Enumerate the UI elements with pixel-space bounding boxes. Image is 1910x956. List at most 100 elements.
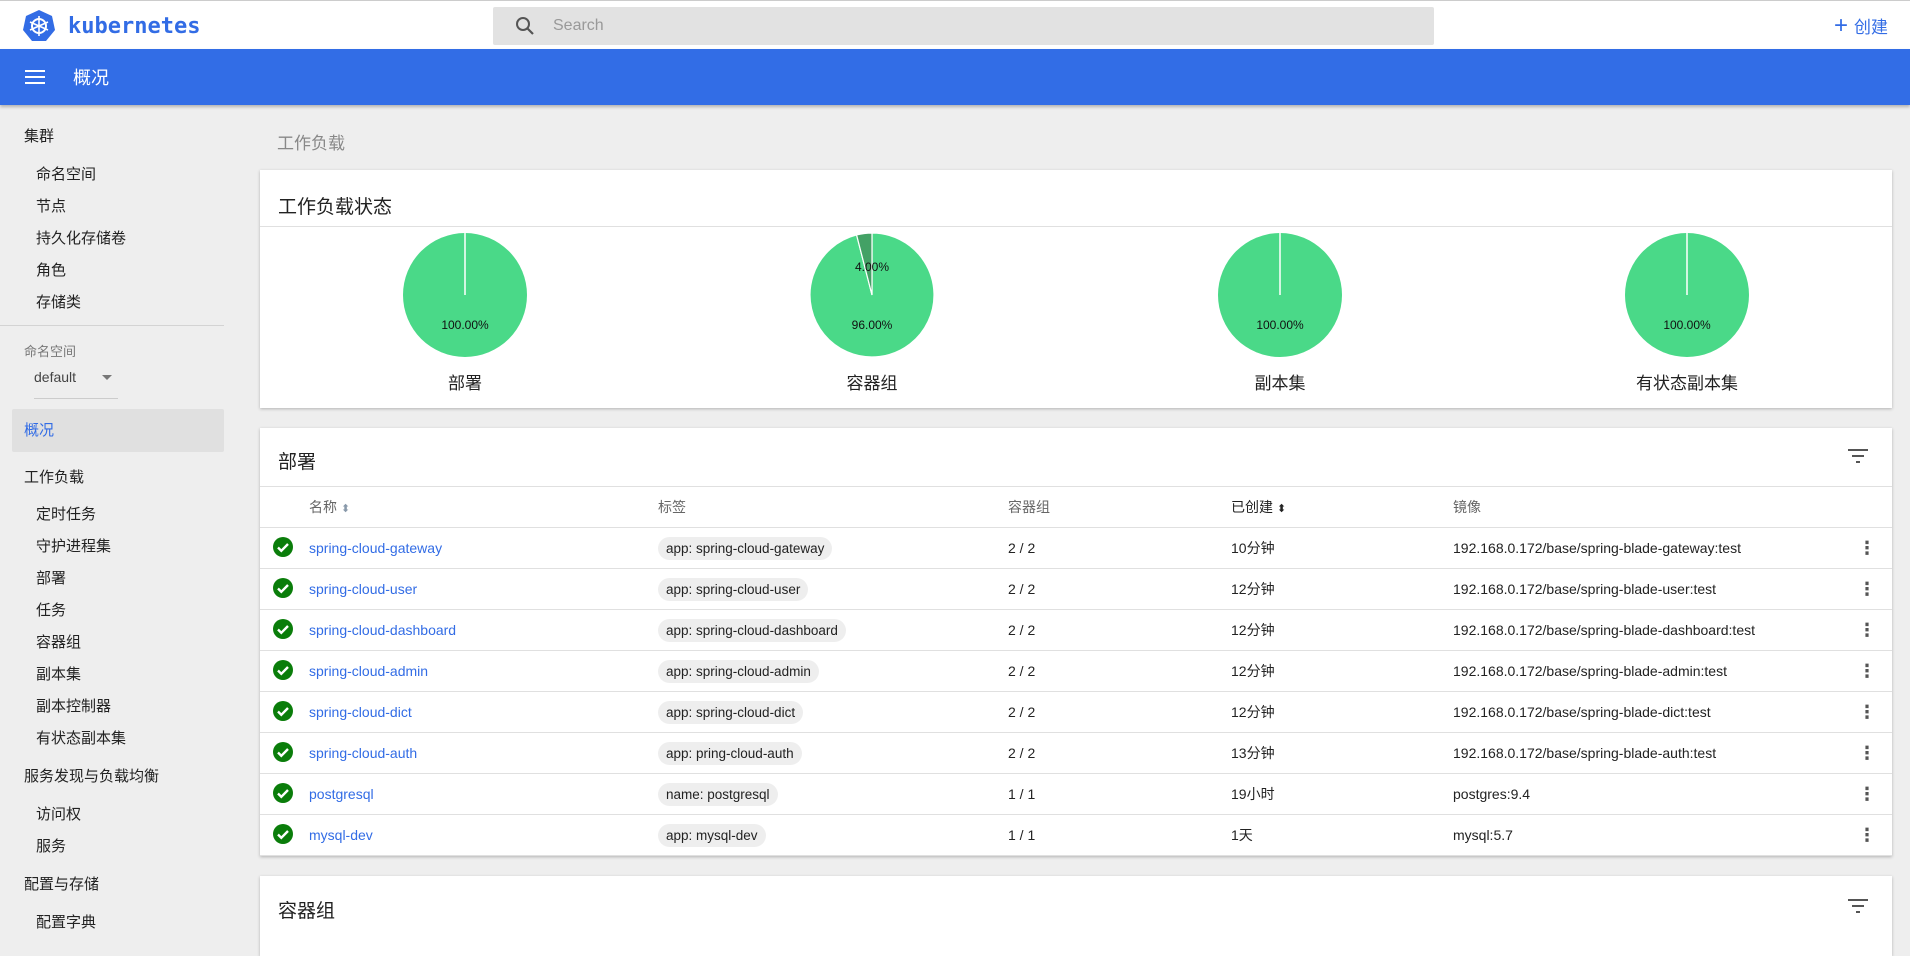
sidebar-item-cron-jobs[interactable]: 定时任务 xyxy=(36,506,97,523)
filter-icon[interactable] xyxy=(1848,448,1868,464)
image: 192.168.0.172/base/spring-blade-dashboar… xyxy=(1453,609,1842,651)
table-row[interactable]: spring-cloud-auth app: pring-cloud-auth … xyxy=(260,732,1892,774)
sidebar-section-cluster[interactable]: 集群 xyxy=(24,128,55,145)
created-age: 12分钟 xyxy=(1231,568,1453,610)
search-icon xyxy=(516,17,534,35)
namespace-select[interactable]: default xyxy=(34,369,118,399)
sort-icon[interactable]: ⬍ xyxy=(1276,503,1287,515)
sidebar-item-stateful-sets[interactable]: 有状态副本集 xyxy=(36,730,127,747)
column-created[interactable]: 已创建 ⬍ xyxy=(1231,486,1453,528)
table-row[interactable]: spring-cloud-gateway app: spring-cloud-g… xyxy=(260,527,1892,569)
kubernetes-logo[interactable]: kubernetes xyxy=(22,9,200,43)
create-button[interactable]: + 创建 xyxy=(1834,13,1888,38)
sidebar: 集群 命名空间 节点 持久化存储卷 角色 存储类 命名空间 default 概况… xyxy=(0,105,230,931)
breadcrumb[interactable]: 工作负载 xyxy=(277,134,345,153)
more-vert-icon[interactable]: ⋮ xyxy=(1842,568,1892,610)
workload-status-card: 工作负载状态 100.00% 部署 96.00% 4.00% 容器组 100.00% 副本集… xyxy=(260,170,1892,408)
sidebar-item-ingresses[interactable]: 访问权 xyxy=(36,806,82,823)
image: postgres:9.4 xyxy=(1453,773,1842,815)
pie-chart: 96.00% 4.00% 容器组 xyxy=(772,232,972,394)
deployment-name-link[interactable]: spring-cloud-admin xyxy=(309,663,429,679)
check-circle-icon xyxy=(273,823,293,844)
pie-slice[interactable] xyxy=(855,232,873,296)
search-bar[interactable] xyxy=(493,7,1434,45)
sidebar-item-replication-controllers[interactable]: 副本控制器 xyxy=(36,698,112,715)
pie-label: 部署 xyxy=(448,374,482,393)
pie-chart: 100.00% 副本集 xyxy=(1180,232,1380,394)
image: 192.168.0.172/base/spring-blade-dict:tes… xyxy=(1453,691,1842,733)
deployment-name-link[interactable]: mysql-dev xyxy=(309,827,373,843)
sidebar-item-config-maps[interactable]: 配置字典 xyxy=(36,914,97,931)
sidebar-item-pods[interactable]: 容器组 xyxy=(36,634,82,651)
image: 192.168.0.172/base/spring-blade-admin:te… xyxy=(1453,650,1842,692)
label-chip: app: pring-cloud-auth xyxy=(658,742,802,765)
pods-count: 2 / 2 xyxy=(1008,568,1231,610)
image: mysql:5.7 xyxy=(1453,814,1842,856)
table-row[interactable]: spring-cloud-admin app: spring-cloud-adm… xyxy=(260,650,1892,692)
pods-count: 2 / 2 xyxy=(1008,691,1231,733)
menu-icon[interactable] xyxy=(25,69,45,85)
deployment-name-link[interactable]: postgresql xyxy=(309,786,374,802)
sidebar-item-persistent-volumes[interactable]: 持久化存储卷 xyxy=(36,230,127,247)
sort-icon[interactable]: ⬍ xyxy=(340,503,351,515)
sidebar-item-nodes[interactable]: 节点 xyxy=(36,198,67,215)
more-vert-icon[interactable]: ⋮ xyxy=(1842,691,1892,733)
sidebar-item-replica-sets[interactable]: 副本集 xyxy=(36,666,82,683)
more-vert-icon[interactable]: ⋮ xyxy=(1842,609,1892,651)
pods-card: 容器组 xyxy=(260,876,1892,956)
label-chip: name: postgresql xyxy=(658,783,778,806)
table-row[interactable]: spring-cloud-dashboard app: spring-cloud… xyxy=(260,609,1892,651)
deployment-name-link[interactable]: spring-cloud-dashboard xyxy=(309,622,457,638)
pie-label: 副本集 xyxy=(1254,374,1306,393)
sidebar-item-overview[interactable]: 概况 xyxy=(12,409,224,452)
table-row[interactable]: mysql-dev app: mysql-dev 1 / 1 1天 mysql:… xyxy=(260,814,1892,856)
top-header: kubernetes + 创建 xyxy=(0,0,1910,49)
sidebar-item-deployments[interactable]: 部署 xyxy=(36,570,67,587)
more-vert-icon[interactable]: ⋮ xyxy=(1842,773,1892,815)
sidebar-item-storage-classes[interactable]: 存储类 xyxy=(36,294,82,311)
deployment-name-link[interactable]: spring-cloud-gateway xyxy=(309,540,443,556)
deployment-name-link[interactable]: spring-cloud-user xyxy=(309,581,418,597)
more-vert-icon[interactable]: ⋮ xyxy=(1842,650,1892,692)
sidebar-section-discovery[interactable]: 服务发现与负载均衡 xyxy=(24,768,160,785)
sidebar-section-workloads[interactable]: 工作负载 xyxy=(24,469,85,486)
sidebar-item-services[interactable]: 服务 xyxy=(36,838,67,855)
more-vert-icon[interactable]: ⋮ xyxy=(1842,814,1892,856)
column-name[interactable]: 名称 ⬍ xyxy=(309,486,658,528)
filter-icon[interactable] xyxy=(1848,898,1868,914)
deployments-card: 部署 名称 ⬍ 标签 容器组 已创建 ⬍ 镜像 spring-cloud-gat… xyxy=(260,428,1892,856)
pods-count: 2 / 2 xyxy=(1008,650,1231,692)
pie-chart: 100.00% 有状态副本集 xyxy=(1587,232,1787,394)
pie-slice-label: 100.00% xyxy=(1663,318,1711,332)
created-age: 1天 xyxy=(1231,814,1453,856)
sidebar-item-daemon-sets[interactable]: 守护进程集 xyxy=(36,538,112,555)
deployment-name-link[interactable]: spring-cloud-auth xyxy=(309,745,418,761)
check-circle-icon xyxy=(273,659,293,680)
card-divider xyxy=(260,226,1892,227)
deployments-table: 名称 ⬍ 标签 容器组 已创建 ⬍ 镜像 spring-cloud-gatewa… xyxy=(260,486,1892,856)
label-chip: app: mysql-dev xyxy=(658,824,766,847)
sidebar-item-roles[interactable]: 角色 xyxy=(36,262,67,279)
sidebar-item-namespaces[interactable]: 命名空间 xyxy=(36,166,97,183)
page-title: 概况 xyxy=(73,68,109,88)
more-vert-icon[interactable]: ⋮ xyxy=(1842,732,1892,774)
check-circle-icon xyxy=(273,741,293,762)
sidebar-section-config[interactable]: 配置与存储 xyxy=(24,876,100,893)
card-title: 容器组 xyxy=(278,901,336,922)
table-header: 名称 ⬍ 标签 容器组 已创建 ⬍ 镜像 xyxy=(260,486,1892,528)
label-chip: app: spring-cloud-user xyxy=(658,578,809,601)
card-title: 部署 xyxy=(278,452,317,473)
check-circle-icon xyxy=(273,782,293,803)
check-circle-icon xyxy=(273,536,293,557)
label-chip: app: spring-cloud-admin xyxy=(658,660,819,683)
table-row[interactable]: postgresql name: postgresql 1 / 1 19小时 p… xyxy=(260,773,1892,815)
deployment-name-link[interactable]: spring-cloud-dict xyxy=(309,704,412,720)
table-row[interactable]: spring-cloud-user app: spring-cloud-user… xyxy=(260,568,1892,610)
sidebar-item-jobs[interactable]: 任务 xyxy=(36,602,67,619)
pie-slice-label: 100.00% xyxy=(1256,318,1304,332)
table-row[interactable]: spring-cloud-dict app: spring-cloud-dict… xyxy=(260,691,1892,733)
pie-chart: 100.00% 部署 xyxy=(365,232,565,394)
search-input[interactable] xyxy=(553,17,1353,35)
namespace-value: default xyxy=(34,369,77,385)
more-vert-icon[interactable]: ⋮ xyxy=(1842,527,1892,569)
